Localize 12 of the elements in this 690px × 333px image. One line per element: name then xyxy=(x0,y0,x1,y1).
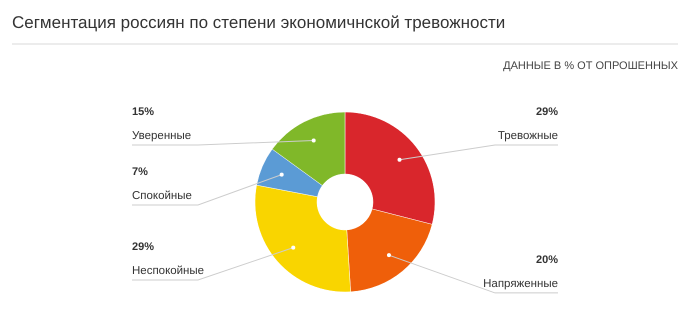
slice-label: Напряженные xyxy=(483,278,558,290)
data-label: 20% xyxy=(536,254,558,266)
data-label: 15% xyxy=(132,106,154,118)
slice-label: Тревожные xyxy=(498,130,558,142)
slice-label: Неспокойные xyxy=(132,265,204,278)
data-label: 7% xyxy=(132,166,148,178)
data-label: 29% xyxy=(536,106,558,118)
slice-label: Спокойные xyxy=(132,190,192,202)
text: ДАННЫЕ В % ОТ ОПРОШЕННЫХ xyxy=(503,60,679,72)
chart-title: Сегментация россиян по степени экономичнской тревожности xyxy=(12,13,506,32)
slice-label: Уверенные xyxy=(132,130,192,142)
data-label: 29% xyxy=(132,241,154,254)
